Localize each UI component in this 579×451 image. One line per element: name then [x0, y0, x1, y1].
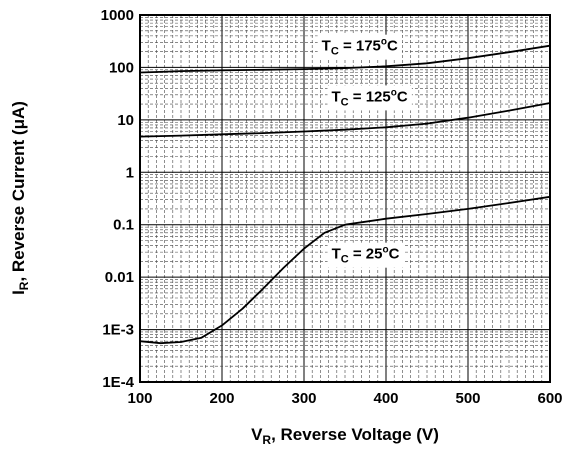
series-label-background [327, 85, 412, 111]
series-line [139, 195, 551, 345]
series-line [139, 102, 551, 138]
y-tick-label: 1000 [101, 7, 134, 24]
series-label: TC = 175oC [317, 34, 403, 60]
x-tick-label: 500 [455, 390, 480, 407]
series-label: TC = 25oC [327, 242, 404, 268]
series-label-text: TC = 175oC [322, 37, 398, 58]
plot-frame [139, 14, 551, 383]
series-lines [139, 44, 551, 345]
y-tick-label: 100 [109, 59, 134, 76]
y-tick-label: 0.1 [113, 217, 134, 234]
y-tick-label: 10 [117, 112, 134, 129]
y-tick-label: 1 [126, 164, 134, 181]
y-tick-label: 0.01 [105, 269, 134, 286]
y-tick-labels: 1000 100 10 1 0.1 0.01 1E-3 1E-4 [101, 7, 135, 391]
series-labels: TC = 175oC TC = 125oC TC = 25oC [317, 34, 412, 268]
series-label-background [327, 242, 404, 268]
series-label-text: TC = 125oC [331, 87, 407, 108]
x-axis-title: VR, Reverse Voltage (V) [251, 425, 439, 447]
x-tick-label: 300 [291, 390, 316, 407]
x-tick-label: 100 [127, 390, 152, 407]
series-line [139, 44, 551, 74]
y-axis-title: IR, Reverse Current (μA) [9, 101, 31, 295]
x-tick-label: 200 [209, 390, 234, 407]
x-tick-label: 400 [373, 390, 398, 407]
x-tick-labels: 100 200 300 400 500 600 [127, 390, 562, 407]
series-label-background [317, 34, 403, 60]
series-label-text: TC = 25oC [332, 245, 400, 266]
series-label: TC = 125oC [327, 85, 412, 111]
x-tick-label: 600 [537, 390, 562, 407]
y-tick-label: 1E-3 [102, 322, 134, 339]
y-tick-label: 1E-4 [102, 374, 134, 391]
